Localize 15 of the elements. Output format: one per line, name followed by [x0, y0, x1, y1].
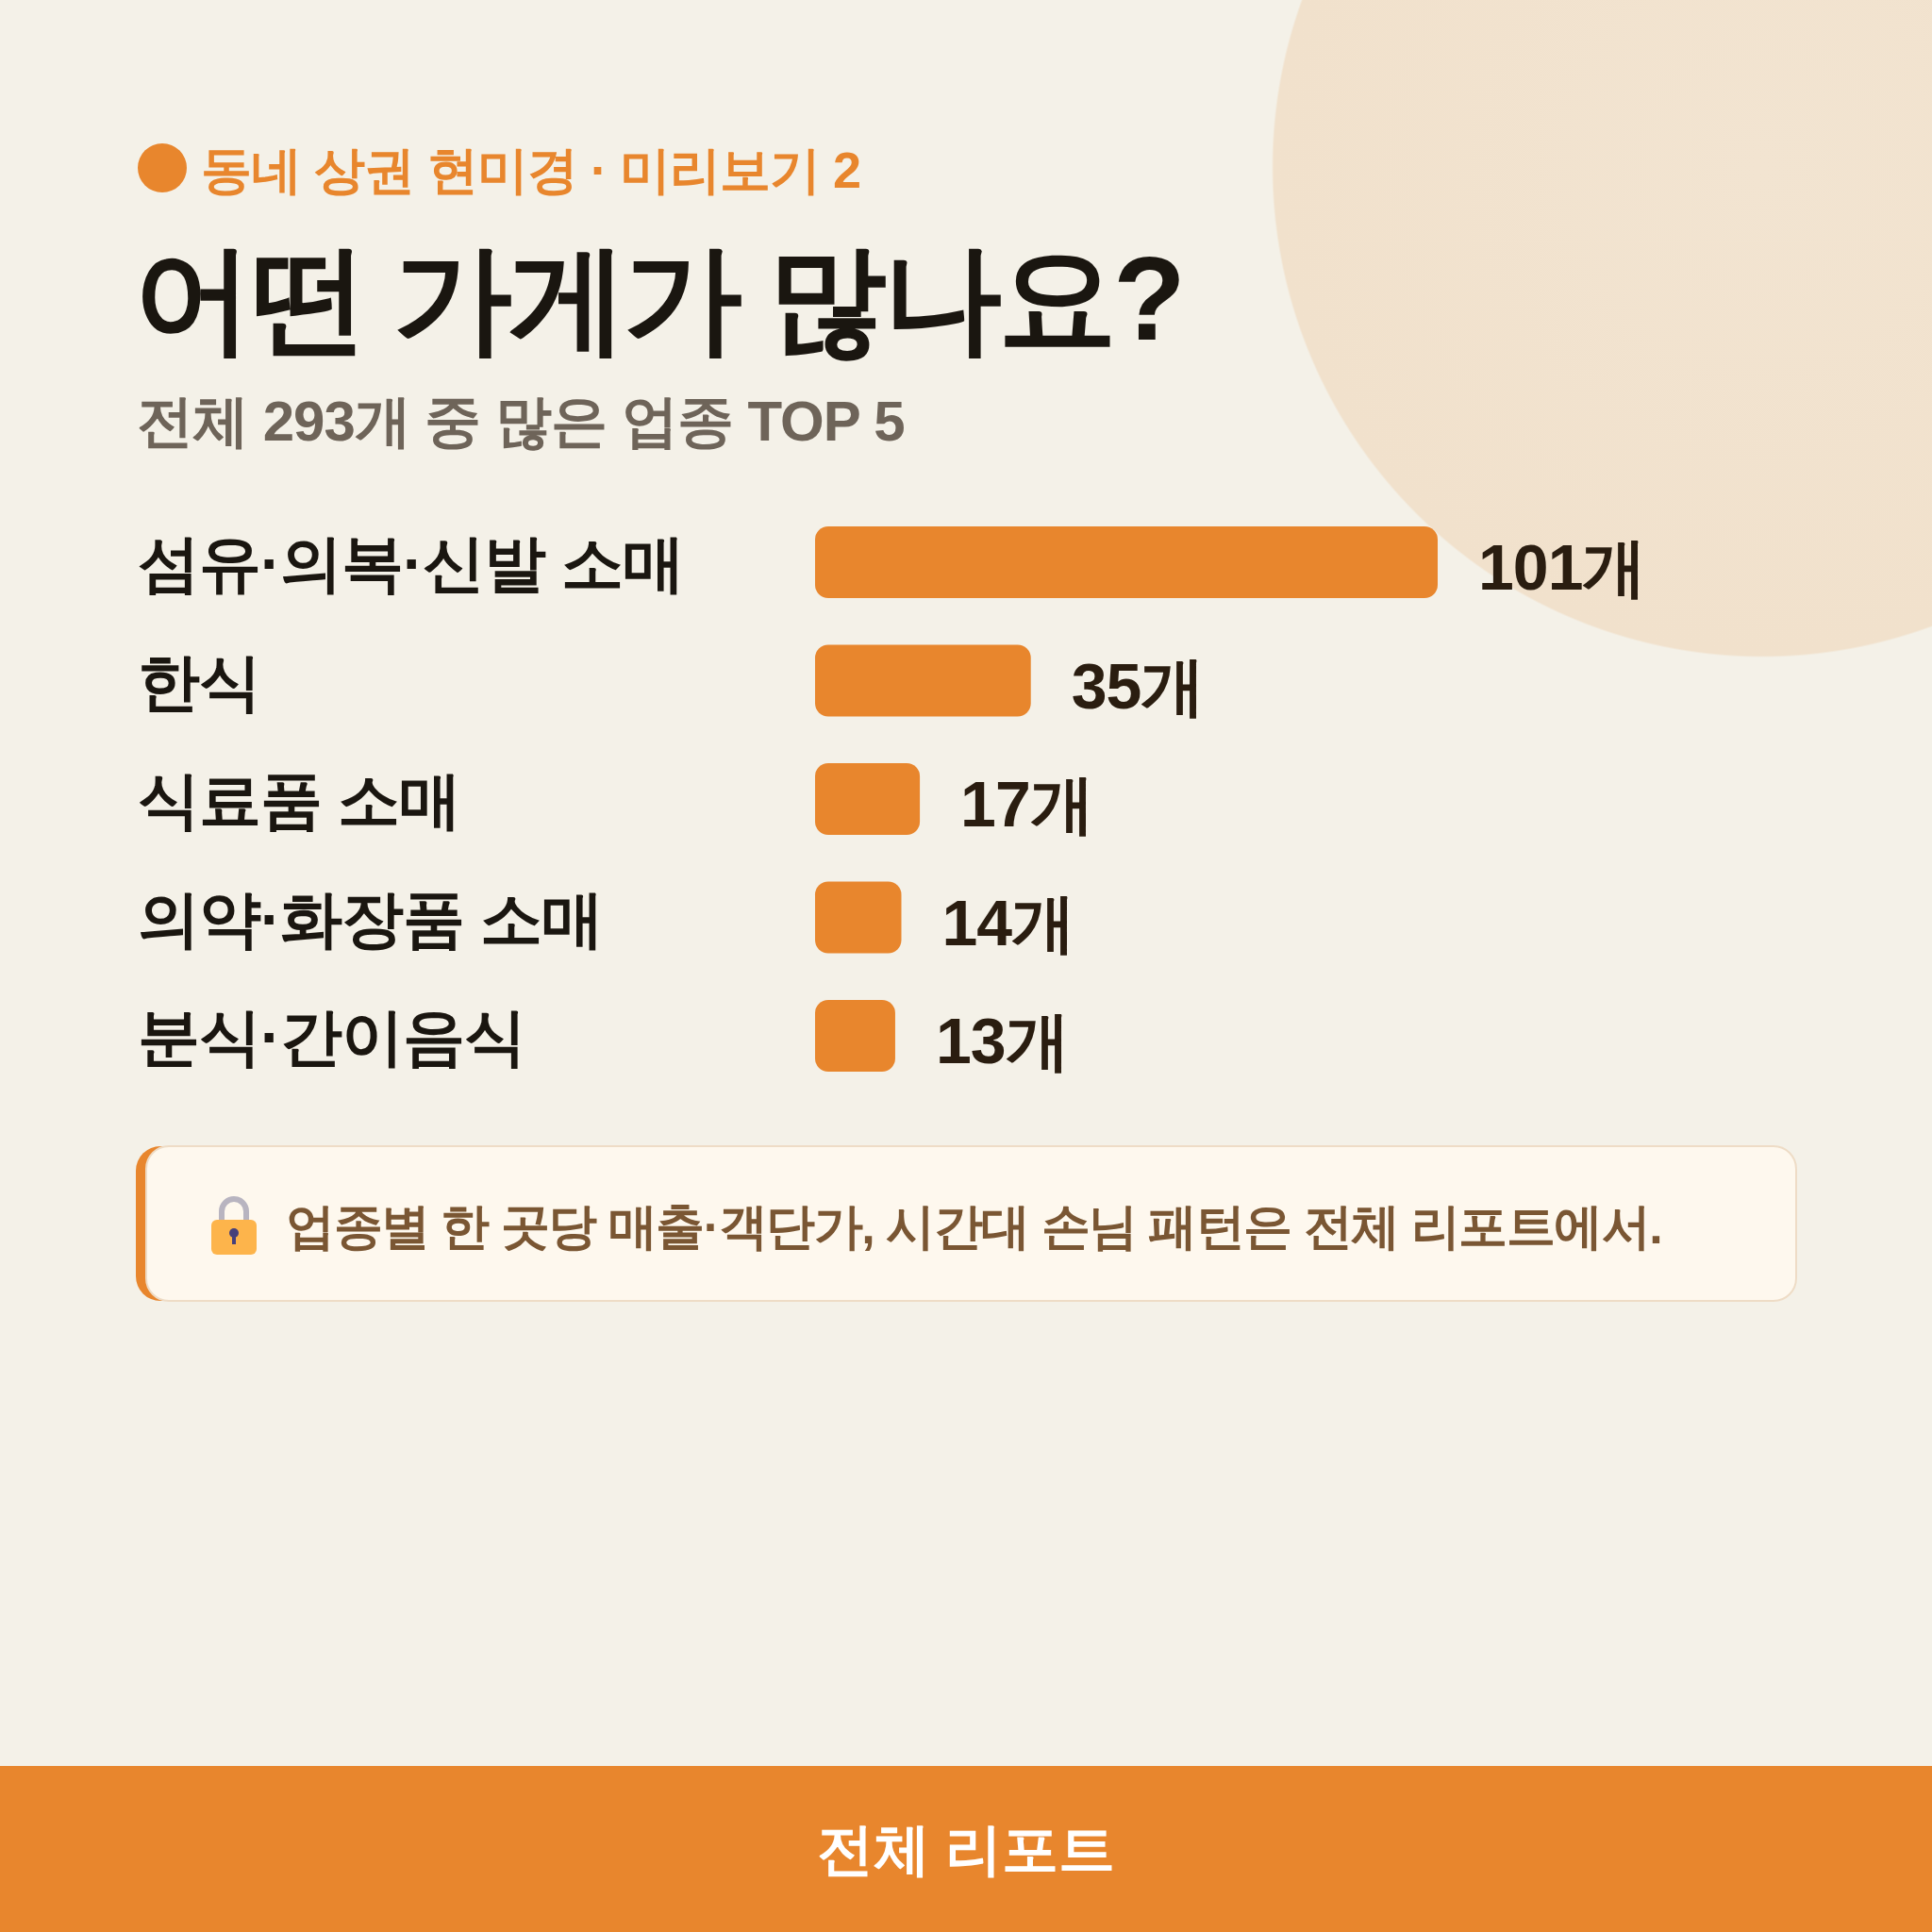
y-tick-label: 분식·간이음식 [138, 1002, 525, 1072]
chart-title: 어떤 가게가 많나요? [134, 232, 1182, 365]
y-tick-label: 식료품 소매 [138, 765, 461, 835]
chart-subtitle: 전체 293개 중 많은 업종 TOP 5 [137, 390, 905, 453]
y-tick-label: 섬유·의복·신발 소매 [138, 528, 685, 598]
text: 전체 리포트 [816, 1818, 1116, 1881]
data-label: 13개 [935, 1005, 1069, 1076]
data-label: 101개 [1478, 531, 1646, 603]
data-label: 35개 [1071, 649, 1205, 722]
data-label: 14개 [941, 886, 1075, 958]
text: 업종별 한 곳당 매출·객단가, 시간대 손님 패턴은 전체 리포트에서. [286, 1199, 1662, 1254]
y-tick-label: 한식 [138, 646, 260, 717]
data-label: 17개 [960, 768, 1093, 840]
y-tick-label: 의약·화장품 소매 [138, 883, 604, 954]
text: 동네 상권 현미경 · 미리보기 2 [201, 142, 861, 198]
